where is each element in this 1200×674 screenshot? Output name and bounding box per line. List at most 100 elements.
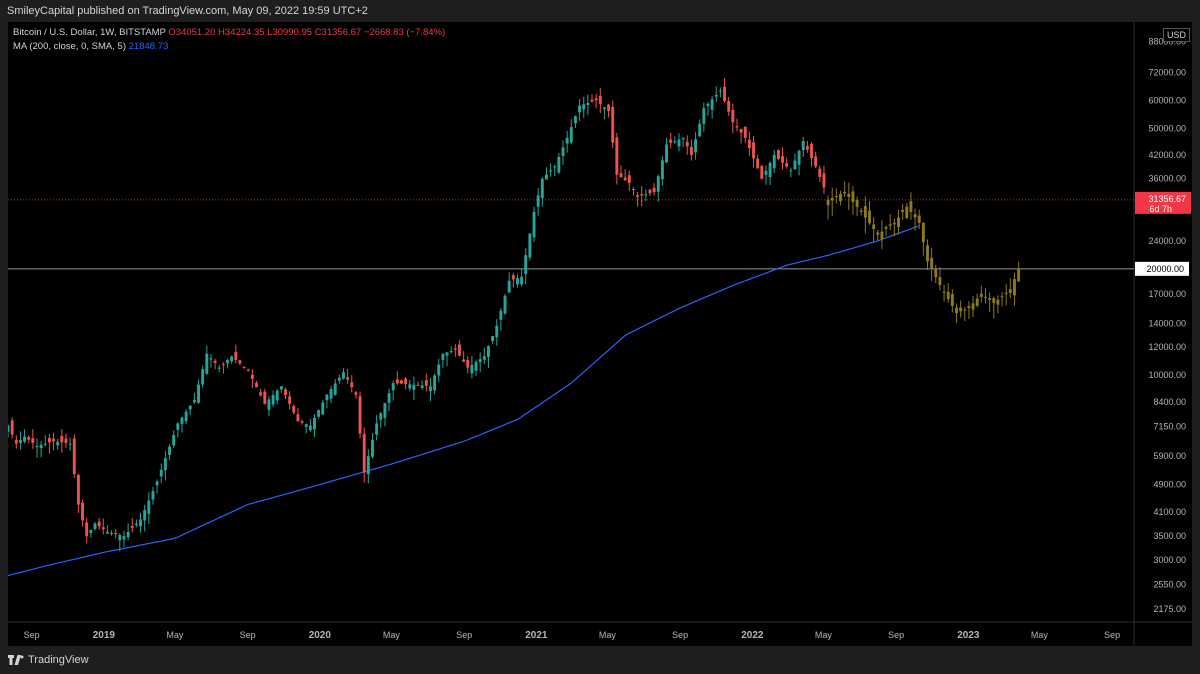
- candle-body: [346, 377, 350, 380]
- candle-body: [321, 402, 325, 415]
- candle-body: [611, 106, 615, 143]
- level-tag: [1135, 261, 1189, 276]
- candle-body: [449, 351, 453, 353]
- candle-body: [723, 86, 726, 102]
- candle-body: [337, 377, 341, 381]
- candle-body: [408, 384, 412, 389]
- candle-body: [375, 423, 379, 435]
- candle-body: [93, 523, 97, 530]
- candle-body: [43, 443, 47, 445]
- candle-body: [727, 101, 731, 112]
- candle-body: [689, 147, 693, 156]
- candle-body: [213, 360, 217, 364]
- candle-body: [72, 438, 76, 475]
- candle-body: [768, 162, 772, 178]
- projection-body: [955, 307, 958, 313]
- candle-body: [743, 126, 747, 138]
- candle-body: [756, 158, 760, 169]
- projection-body: [917, 215, 921, 223]
- candle-body: [362, 433, 366, 473]
- candle-body: [81, 502, 85, 521]
- candle-body: [350, 382, 354, 388]
- candle-body: [673, 141, 677, 143]
- candle-body: [404, 378, 408, 384]
- candle-body: [441, 353, 445, 360]
- candle-body: [694, 139, 698, 153]
- candle-body: [64, 438, 68, 444]
- footer-bar: TradingView: [0, 646, 1200, 674]
- candle-body: [168, 446, 171, 455]
- candle-body: [391, 383, 395, 391]
- candle-body: [267, 399, 271, 410]
- projection-body: [992, 298, 996, 304]
- projection-body: [1017, 268, 1021, 282]
- candle-body: [18, 440, 22, 443]
- candle-body: [284, 389, 287, 396]
- y-tick-label: 36000.00: [1148, 174, 1186, 184]
- candle-body: [263, 391, 267, 404]
- candle-body: [789, 170, 793, 172]
- candle-body: [553, 166, 557, 168]
- projection-body: [984, 296, 987, 298]
- y-tick-label: 4900.00: [1153, 480, 1186, 490]
- x-tick-label: 2023: [957, 630, 980, 641]
- candle-body: [395, 379, 399, 384]
- candle-body: [296, 414, 300, 422]
- candle-body: [259, 392, 263, 396]
- candle-body: [731, 110, 735, 123]
- projection-body: [859, 210, 863, 212]
- price-chart[interactable]: 88000.0072000.0060000.0050000.0042000.00…: [0, 22, 1192, 646]
- candle-body: [126, 532, 130, 538]
- projection-body: [855, 199, 859, 207]
- candle-body: [710, 99, 714, 110]
- candle-body: [735, 126, 739, 128]
- brand-label: TradingView: [28, 654, 89, 666]
- y-tick-label: 2175.00: [1153, 604, 1186, 614]
- y-tick-label: 10000.00: [1148, 370, 1186, 380]
- candle-body: [644, 194, 648, 196]
- candle-body: [300, 421, 304, 423]
- candle-body: [379, 413, 383, 420]
- ma-label: MA (200, close, 0, SMA, 5): [13, 41, 126, 52]
- candle-body: [130, 526, 134, 528]
- symbol-legend: Bitcoin / U.S. Dollar, 1W, BITSTAMP O340…: [13, 26, 445, 54]
- candle-body: [573, 116, 577, 124]
- candle-body: [234, 351, 238, 360]
- projection-body: [971, 303, 975, 310]
- projection-body: [996, 299, 1000, 305]
- projection-body: [967, 306, 971, 308]
- last-price-tag-countdown: 6d 7h: [1149, 204, 1172, 214]
- candle-body: [172, 435, 176, 446]
- projection-body: [876, 232, 880, 235]
- candle-body: [520, 276, 524, 285]
- chart-area[interactable]: 88000.0072000.0060000.0050000.0042000.00…: [0, 22, 1192, 646]
- x-tick-label: May: [1031, 630, 1049, 640]
- x-tick-label: Sep: [456, 630, 472, 640]
- projection-body: [834, 195, 838, 197]
- candle-body: [702, 108, 706, 124]
- candle-body: [68, 443, 72, 445]
- projection-body: [946, 292, 950, 299]
- candle-body: [47, 437, 51, 443]
- projection-body: [926, 245, 929, 262]
- projection-body: [872, 224, 876, 229]
- projection-body: [905, 206, 909, 219]
- candle-body: [97, 521, 101, 527]
- y-tick-label: 3000.00: [1153, 555, 1186, 565]
- candle-body: [569, 127, 573, 143]
- projection-body: [950, 293, 954, 306]
- candle-body: [226, 360, 229, 364]
- projection-body: [909, 201, 913, 213]
- candle-body: [10, 420, 14, 435]
- candle-body: [698, 123, 702, 137]
- candle-body: [308, 425, 312, 431]
- currency-label[interactable]: USD: [1162, 28, 1190, 42]
- candle-body: [433, 375, 437, 391]
- candle-body: [797, 150, 801, 165]
- change-value: −2668.83 (−7.84%): [363, 27, 446, 38]
- candle-body: [760, 166, 764, 179]
- candle-body: [400, 380, 403, 384]
- candle-body: [197, 384, 200, 403]
- candle-body: [317, 410, 321, 417]
- tradingview-logo[interactable]: TradingView: [8, 654, 89, 666]
